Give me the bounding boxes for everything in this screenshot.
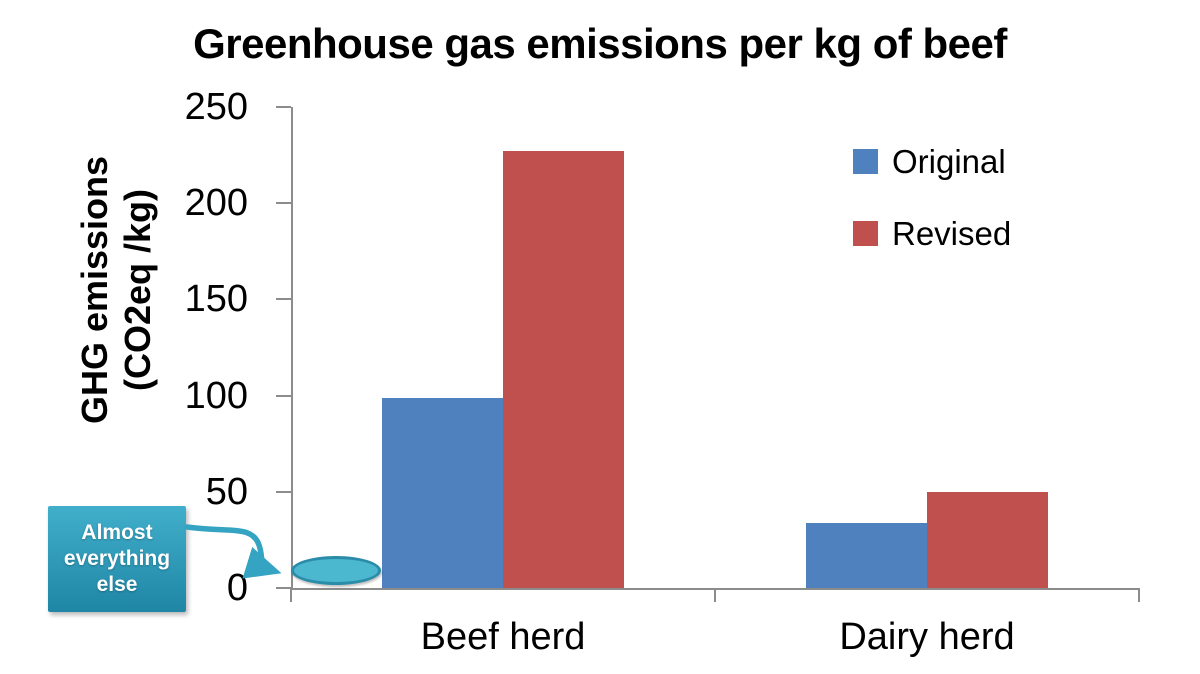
x-category-label-dairy-herd: Dairy herd — [839, 616, 1015, 658]
y-tick-mark — [276, 106, 291, 108]
bar-beef-herd-revised — [503, 151, 624, 588]
y-tick-mark — [276, 202, 291, 205]
legend-item-original: Original — [853, 145, 1006, 178]
bar-dairy-herd-original — [806, 522, 927, 588]
bar-dairy-herd-revised — [927, 491, 1048, 588]
y-tick-mark — [276, 587, 291, 589]
annotation-line-3: else — [96, 573, 138, 597]
x-category-label-beef-herd: Beef herd — [420, 616, 586, 658]
y-tick-mark — [276, 298, 291, 301]
annotation-line-2: everything — [63, 546, 171, 570]
annotation-callout: Almost everything else — [48, 506, 186, 612]
annotation-arrow-path — [184, 524, 282, 579]
y-axis-title-line2: (CO2eq /kg) — [117, 188, 158, 392]
y-axis-title-line1: GHG emissions — [73, 155, 115, 425]
chart-title: Greenhouse gas emissions per kg of beef — [193, 20, 1007, 67]
y-axis-title: GHG emissions (CO2eq /kg) — [73, 90, 159, 490]
annotation-line-1: Almost — [81, 520, 153, 544]
x-tick-mark — [290, 588, 292, 602]
y-tick-label: 250 — [184, 86, 248, 128]
legend-label-original: Original — [892, 143, 1006, 180]
y-axis-line — [291, 107, 293, 588]
x-tick-mark — [1138, 588, 1140, 602]
y-tick-label: 150 — [184, 278, 248, 321]
highlight-ellipse — [291, 556, 381, 585]
bar-beef-herd-original — [382, 397, 503, 588]
y-tick-label: 50 — [205, 470, 248, 513]
y-tick-label: 0 — [226, 567, 248, 609]
y-tick-mark — [276, 394, 291, 397]
y-tick-label: 100 — [184, 374, 248, 417]
legend-item-revised: Revised — [853, 217, 1011, 250]
y-tick-label: 200 — [184, 182, 248, 225]
legend-swatch-revised — [853, 221, 878, 246]
legend-swatch-original — [853, 149, 878, 174]
y-tick-mark — [276, 490, 291, 493]
x-tick-mark — [714, 588, 716, 602]
legend-label-revised: Revised — [892, 215, 1012, 252]
